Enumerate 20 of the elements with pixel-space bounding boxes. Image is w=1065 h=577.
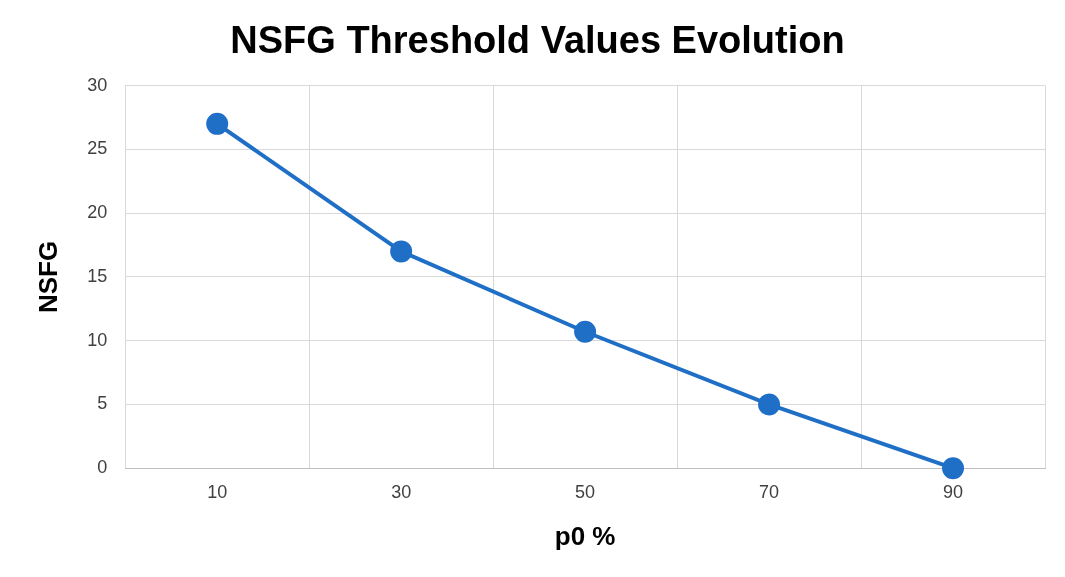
point <box>574 320 597 343</box>
y-tick-label: 0 <box>97 457 108 478</box>
x-tick-label: 10 <box>207 481 228 502</box>
y-tick-label: 15 <box>87 265 108 286</box>
y-axis-title: NSFG <box>32 240 63 314</box>
y-tick-label: 5 <box>97 393 108 414</box>
x-tick-label: 90 <box>943 481 964 502</box>
point <box>942 457 965 480</box>
y-tick-label: 20 <box>87 202 108 223</box>
point <box>758 393 781 416</box>
x-axis-title: p0 % <box>554 520 616 551</box>
point <box>390 240 413 263</box>
x-tick-label: 50 <box>575 481 596 502</box>
y-tick-label: 30 <box>87 74 108 95</box>
chart-title: NSFG Threshold Values Evolution <box>230 19 845 62</box>
y-tick-label: 25 <box>87 138 108 159</box>
x-tick-label: 30 <box>391 481 412 502</box>
x-tick-label: 70 <box>759 481 780 502</box>
y-tick-label: 10 <box>87 329 108 350</box>
point <box>206 112 229 135</box>
